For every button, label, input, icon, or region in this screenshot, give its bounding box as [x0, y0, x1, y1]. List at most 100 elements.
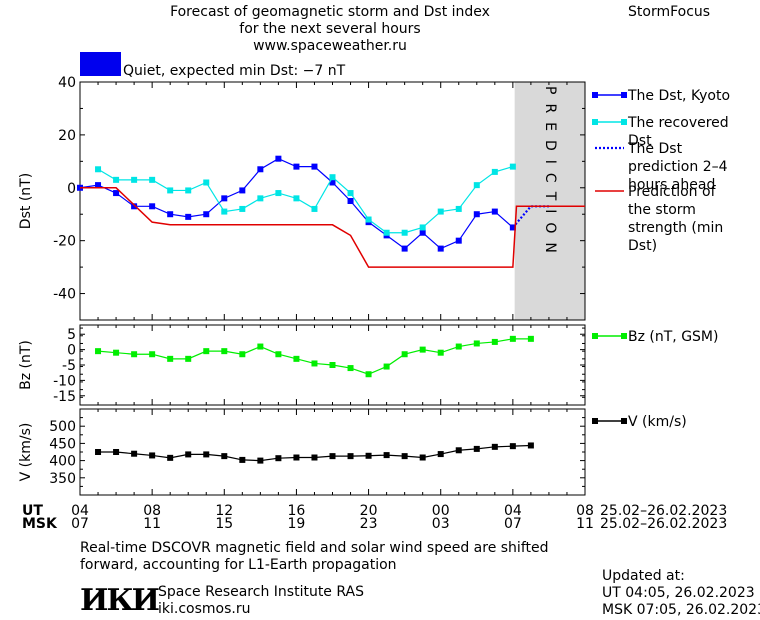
y-tick-label: -20 — [53, 234, 76, 250]
data-point — [527, 335, 534, 342]
legend-marker — [621, 333, 627, 339]
source-url[interactable]: www.spaceweather.ru — [253, 38, 407, 54]
data-point — [293, 355, 300, 362]
y-tick-label: -5 — [62, 358, 76, 374]
data-point — [275, 455, 282, 462]
legend-marker — [621, 418, 627, 424]
prediction-label: PREDICTION — [542, 86, 558, 262]
data-point — [221, 208, 228, 215]
data-point — [329, 362, 336, 368]
data-point — [365, 371, 372, 378]
ut-axis-label: UT — [22, 503, 43, 519]
data-point — [149, 203, 156, 210]
data-point — [401, 453, 408, 460]
data-point — [131, 450, 138, 457]
data-point — [149, 351, 156, 358]
data-point — [383, 452, 390, 459]
data-point — [203, 348, 210, 355]
data-point — [455, 447, 462, 454]
y-tick-label: -15 — [53, 389, 76, 405]
data-point — [257, 166, 264, 173]
data-point — [257, 195, 264, 202]
ut-date-range: 25.02–26.02.2023 — [600, 503, 727, 519]
y-axis-title: Bz (nT) — [18, 340, 34, 390]
ut-tick-label: 00 — [432, 503, 450, 519]
data-point — [275, 351, 282, 358]
data-point — [347, 365, 354, 372]
institute-name: Space Research Institute RAS — [158, 584, 364, 600]
status-text: Quiet, expected min Dst: −7 nT — [123, 63, 346, 79]
data-point — [221, 195, 228, 202]
updated-ut: UT 04:05, 26.02.2023 — [602, 585, 755, 601]
data-point — [167, 454, 174, 461]
data-point — [311, 360, 318, 367]
legend-label: V (km/s) — [628, 414, 687, 430]
data-point — [275, 155, 282, 162]
institute-url[interactable]: iki.cosmos.ru — [158, 601, 251, 617]
data-point — [293, 454, 300, 461]
data-point — [167, 211, 174, 218]
data-point — [185, 451, 192, 458]
data-point — [401, 351, 408, 358]
data-point — [221, 453, 228, 460]
ut-tick-label: 08 — [576, 503, 594, 519]
msk-axis-label: MSK — [22, 516, 58, 532]
data-point — [113, 176, 120, 183]
data-point — [473, 445, 480, 452]
y-tick-label: -40 — [53, 287, 76, 303]
legend-marker — [592, 92, 598, 98]
data-point — [419, 346, 426, 353]
data-point — [383, 229, 390, 236]
data-point — [149, 176, 156, 183]
data-point — [347, 198, 354, 204]
data-point — [473, 340, 480, 347]
data-point — [257, 457, 264, 464]
ut-tick-label: 04 — [71, 503, 89, 519]
data-point — [113, 190, 120, 197]
data-point — [365, 216, 372, 223]
data-point — [311, 454, 318, 461]
data-point — [311, 163, 318, 170]
data-point — [329, 174, 336, 181]
y-tick-label: 40 — [58, 75, 76, 91]
msk-date-range: 25.02–26.02.2023 — [600, 516, 727, 532]
data-point — [95, 182, 102, 189]
msk-tick-label: 19 — [288, 516, 306, 532]
series-line — [79, 158, 514, 250]
data-point — [401, 245, 408, 252]
y-tick-label: 500 — [49, 419, 76, 435]
data-point — [95, 348, 102, 355]
data-point — [131, 203, 138, 210]
data-point — [131, 176, 138, 183]
data-point — [455, 205, 462, 212]
legend-marker — [592, 119, 598, 125]
msk-tick-label: 11 — [576, 516, 594, 532]
data-point — [95, 449, 102, 455]
data-point — [149, 452, 156, 459]
series-line — [512, 205, 549, 229]
panel-frame-3 — [79, 408, 586, 496]
series-line — [97, 338, 531, 375]
legend-label: The Dst prediction 2–4 hours ahead — [627, 141, 728, 193]
legend-marker — [592, 333, 598, 339]
legend-label: The recovered Dst — [627, 115, 729, 149]
data-point — [293, 195, 300, 202]
y-tick-label: 350 — [49, 471, 76, 487]
data-point — [491, 208, 498, 215]
data-point — [365, 452, 372, 459]
y-tick-label: 0 — [67, 181, 76, 197]
data-point — [527, 442, 534, 449]
y-tick-label: 5 — [67, 327, 76, 343]
y-tick-label: 0 — [67, 343, 76, 359]
data-point — [437, 245, 444, 252]
y-tick-label: -10 — [53, 373, 76, 389]
legend-label: The Dst, Kyoto — [627, 88, 730, 104]
data-point — [473, 211, 480, 218]
data-point — [113, 449, 120, 455]
data-point — [329, 453, 336, 460]
ut-tick-label: 20 — [360, 503, 378, 519]
y-tick-label: 400 — [49, 454, 76, 470]
data-point — [167, 187, 174, 194]
prediction-band — [514, 82, 585, 320]
